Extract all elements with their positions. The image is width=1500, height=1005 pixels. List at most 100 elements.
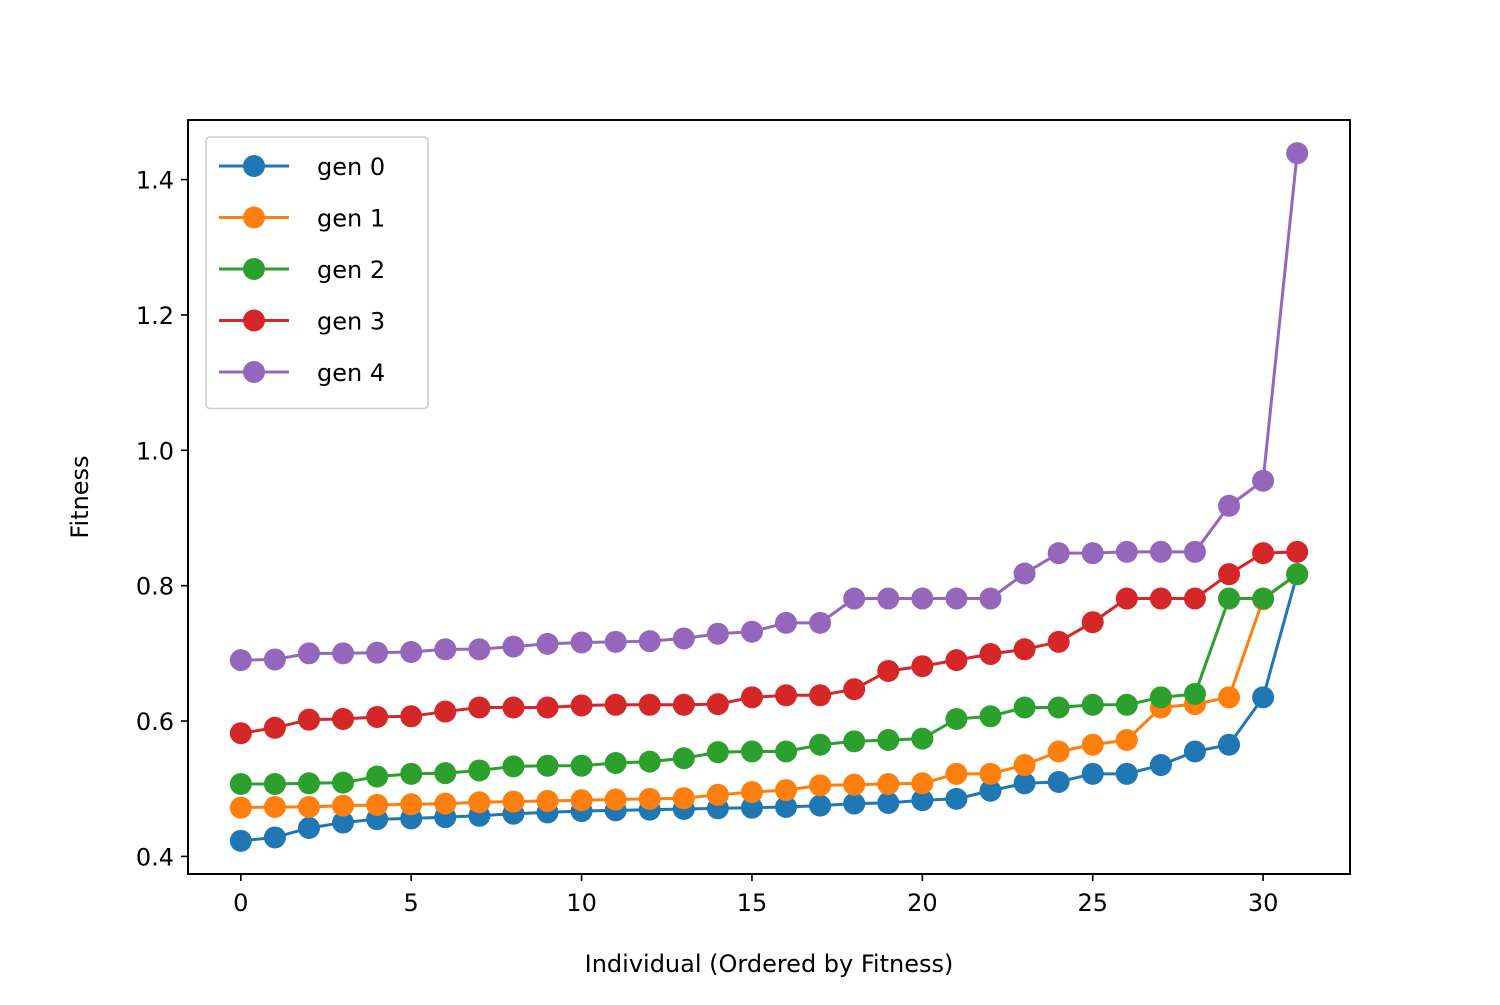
legend: gen 0 gen 1 gen 2 gen 3 gen 4 [205, 136, 429, 410]
data-point [1252, 469, 1275, 492]
series-layer [229, 142, 1309, 852]
y-tick-label: 1.2 [136, 302, 174, 330]
data-point [775, 611, 798, 634]
x-tick-label: 20 [907, 889, 938, 917]
data-point [638, 630, 661, 653]
data-point [570, 631, 593, 654]
data-point [672, 787, 695, 810]
data-point [536, 696, 559, 719]
data-point [1286, 563, 1309, 586]
data-point [1115, 728, 1138, 751]
x-tick-label: 15 [737, 889, 768, 917]
data-point [1149, 686, 1172, 709]
data-point [263, 716, 286, 739]
data-point [1218, 587, 1241, 610]
data-point [332, 642, 355, 665]
x-tick-label: 0 [233, 889, 248, 917]
data-point [1115, 540, 1138, 563]
data-point [570, 694, 593, 717]
data-point [1149, 540, 1172, 563]
data-point [1115, 693, 1138, 716]
data-point [809, 611, 832, 634]
legend-item: gen 1 [219, 205, 385, 233]
data-point [1115, 762, 1138, 785]
data-point [1252, 686, 1275, 709]
data-point [332, 811, 355, 834]
data-point [809, 774, 832, 797]
data-point [1081, 542, 1104, 565]
data-point [672, 747, 695, 770]
data-point [1115, 587, 1138, 610]
data-point [911, 789, 934, 812]
data-point [570, 754, 593, 777]
data-point [979, 779, 1002, 802]
data-point [638, 693, 661, 716]
legend-item: gen 3 [219, 308, 385, 336]
data-point [1252, 542, 1275, 565]
legend-item: gen 2 [219, 256, 385, 284]
y-axis-label: Fitness [66, 455, 94, 538]
data-point [434, 792, 457, 815]
data-point [945, 587, 968, 610]
series-1 [229, 563, 1309, 819]
y-tick-label: 0.6 [136, 708, 174, 736]
data-point [332, 771, 355, 794]
data-point [229, 722, 252, 745]
data-point [297, 642, 320, 665]
legend-marker [243, 309, 265, 332]
data-point [502, 755, 525, 778]
data-point [297, 772, 320, 795]
legend-label: gen 4 [317, 359, 385, 387]
data-point [979, 643, 1002, 666]
data-point [468, 638, 491, 661]
data-point [502, 790, 525, 813]
y-tick-label: 1.0 [136, 437, 174, 465]
data-point [1183, 540, 1206, 563]
data-point [1149, 754, 1172, 777]
data-point [877, 791, 900, 814]
data-point [468, 696, 491, 719]
data-point [638, 787, 661, 810]
data-point [502, 635, 525, 658]
data-point [400, 793, 423, 816]
data-point [297, 708, 320, 731]
data-point [706, 622, 729, 645]
data-point [434, 638, 457, 661]
legend-label: gen 3 [317, 308, 385, 336]
data-point [1218, 494, 1241, 517]
data-point [638, 750, 661, 773]
data-point [366, 793, 389, 816]
data-point [604, 693, 627, 716]
data-point [1081, 733, 1104, 756]
data-point [979, 762, 1002, 785]
legend-box [205, 136, 429, 410]
data-point [877, 772, 900, 795]
data-point [1218, 563, 1241, 586]
data-point [570, 789, 593, 812]
legend-marker [243, 258, 265, 280]
data-point [400, 705, 423, 728]
data-point [229, 649, 252, 672]
data-point [740, 620, 763, 643]
x-tick-label: 5 [404, 889, 419, 917]
data-point [877, 659, 900, 682]
data-point [400, 641, 423, 663]
data-point [672, 693, 695, 716]
data-point [877, 587, 900, 610]
data-point [843, 773, 866, 796]
x-tick-label: 25 [1077, 889, 1108, 917]
data-point [229, 829, 252, 852]
data-point [843, 678, 866, 701]
data-point [775, 684, 798, 707]
legend-label: gen 1 [317, 205, 385, 233]
data-point [229, 796, 252, 819]
data-point [1183, 587, 1206, 610]
data-point [911, 655, 934, 678]
data-point [775, 795, 798, 818]
data-point [740, 740, 763, 763]
data-point [1013, 562, 1036, 585]
data-point [1013, 696, 1036, 719]
data-point [911, 727, 934, 750]
